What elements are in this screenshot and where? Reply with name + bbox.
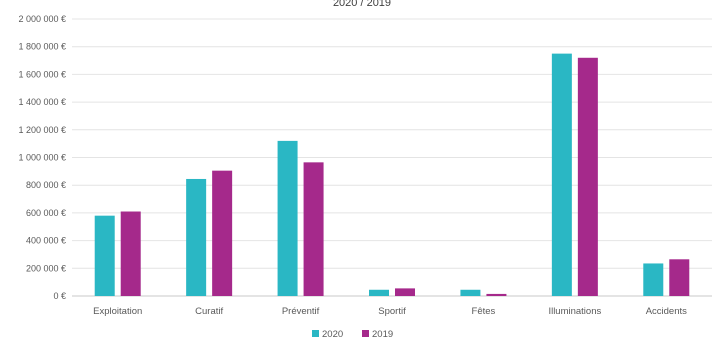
y-tick-label: 600 000 € bbox=[26, 208, 66, 218]
bar-2020-préventif bbox=[277, 140, 298, 296]
x-tick-label: Curatif bbox=[195, 306, 223, 317]
bars bbox=[94, 53, 690, 296]
chart-title: 2020 / 2019 bbox=[333, 0, 391, 9]
bar-2020-exploitation bbox=[94, 215, 115, 296]
x-tick-label: Exploitation bbox=[93, 306, 142, 317]
legend: 2020 2019 bbox=[312, 329, 393, 338]
x-tick-label: Illuminations bbox=[548, 306, 601, 317]
gridlines bbox=[72, 18, 712, 297]
bar-2019-curatif bbox=[212, 170, 233, 296]
y-axis-tick-labels: 0 € 200 000 € 400 000 € 600 000 € 800 000 € 1… bbox=[18, 14, 66, 301]
y-tick-label: 800 000 € bbox=[26, 180, 66, 190]
y-tick-label: 400 000 € bbox=[26, 236, 66, 246]
x-tick-label: Fêtes bbox=[472, 306, 496, 317]
y-tick-label: 1 400 000 € bbox=[18, 97, 66, 107]
bar-2019-sportif bbox=[395, 288, 415, 296]
bar-2019-illuminations bbox=[577, 57, 598, 296]
legend-swatch-2020 bbox=[312, 330, 319, 337]
y-tick-label: 1 800 000 € bbox=[18, 42, 66, 52]
x-tick-label: Accidents bbox=[646, 306, 687, 317]
y-tick-label: 1 600 000 € bbox=[18, 69, 66, 79]
bar-2020-illuminations bbox=[551, 53, 572, 296]
bar-2019-accidents bbox=[669, 259, 690, 296]
bar-2019-exploitation bbox=[120, 211, 141, 296]
bar-2020-curatif bbox=[186, 178, 207, 296]
legend-swatch-2019 bbox=[362, 330, 369, 337]
bar-2020-fêtes bbox=[460, 289, 481, 296]
bar-2019-préventif bbox=[303, 162, 324, 296]
bar-2019-fêtes bbox=[486, 293, 507, 296]
y-tick-label: 0 € bbox=[53, 291, 66, 301]
y-tick-label: 2 000 000 € bbox=[18, 14, 66, 24]
x-tick-label: Sportif bbox=[378, 306, 406, 317]
y-tick-label: 200 000 € bbox=[26, 263, 66, 273]
x-axis-tick-labels: Exploitation Curatif Préventif Sportif Fêtes… bbox=[93, 306, 687, 317]
legend-label-2020: 2020 bbox=[322, 329, 343, 338]
legend-label-2019: 2019 bbox=[372, 329, 393, 338]
x-tick-label: Préventif bbox=[282, 306, 320, 317]
bar-2020-accidents bbox=[643, 263, 664, 296]
y-tick-label: 1 200 000 € bbox=[18, 125, 66, 135]
y-tick-label: 1 000 000 € bbox=[18, 153, 66, 163]
bar-2020-sportif bbox=[369, 289, 389, 296]
